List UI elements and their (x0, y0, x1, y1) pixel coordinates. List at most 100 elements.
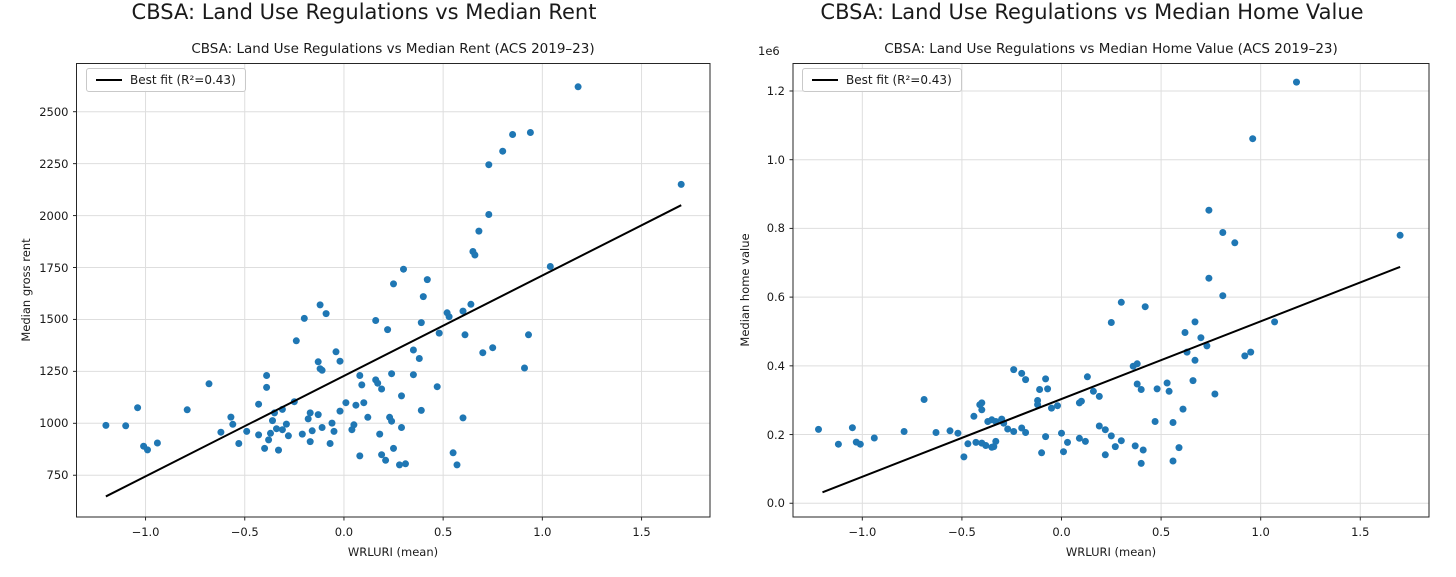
scatter-point (1004, 425, 1012, 433)
x-tick-label: 1.5 (1351, 525, 1370, 539)
scatter-point (972, 438, 980, 446)
scatter-point (376, 430, 384, 438)
scatter-point (388, 370, 396, 378)
x-tick-label: −0.5 (947, 525, 976, 539)
scatter-point (521, 364, 528, 372)
scatter-point (982, 442, 990, 449)
scatter-point (356, 452, 364, 460)
scatter-point (417, 406, 425, 414)
scatter-point (1042, 433, 1050, 441)
scatter-point (267, 429, 274, 437)
scatter-point (1083, 373, 1091, 381)
scatter-point (205, 380, 213, 388)
scatter-point (856, 440, 864, 448)
right-legend: Best fit (R²=0.43) (802, 68, 962, 92)
scatter-point (834, 440, 842, 448)
scatter-point (372, 317, 380, 324)
scatter-point (489, 344, 497, 352)
right-chart-title: CBSA: Land Use Regulations vs Median Hom… (884, 41, 1338, 57)
best-fit-line (105, 204, 682, 498)
scatter-point (306, 409, 314, 417)
scatter-point (1081, 437, 1089, 445)
scatter-point (467, 300, 475, 308)
scatter-point (1075, 434, 1083, 442)
scatter-point (1169, 419, 1177, 426)
scatter-point (1064, 438, 1071, 446)
scatter-point (153, 439, 161, 447)
scatter-point (815, 425, 822, 433)
y-tick-label: 1000 (39, 416, 69, 431)
scatter-point (275, 446, 282, 454)
right-legend-label: Best fit (R²=0.43) (846, 73, 952, 87)
scatter-point (1219, 292, 1227, 300)
scatter-point (134, 404, 142, 412)
scatter-point (316, 301, 324, 309)
y-tick-label: 1500 (39, 312, 69, 327)
scatter-point (946, 427, 954, 435)
x-tick-label: −1.0 (848, 525, 877, 539)
scatter-point (1211, 390, 1219, 398)
scatter-point (318, 366, 326, 374)
scatter-point (402, 460, 409, 468)
scatter-point (870, 434, 878, 442)
scatter-point (382, 456, 390, 464)
scatter-point (358, 381, 366, 389)
scatter-point (378, 451, 386, 459)
scatter-point (1137, 459, 1145, 467)
scatter-point (255, 400, 263, 408)
scatter-point (278, 426, 286, 434)
scatter-point (282, 420, 290, 428)
scatter-point (1107, 319, 1115, 326)
scatter-point (1036, 386, 1044, 393)
scatter-point (364, 413, 372, 421)
scatter-point (1153, 385, 1161, 393)
scatter-point (485, 161, 493, 169)
best-fit-line-swatch (812, 79, 838, 81)
scatter-point (1034, 401, 1042, 409)
left-chart-suptitle: CBSA: Land Use Regulations vs Median Ren… (131, 0, 597, 24)
scatter-point (485, 211, 493, 218)
plot-frame (76, 63, 711, 518)
scatter-point (314, 358, 322, 366)
scatter-point (350, 421, 358, 429)
scatter-point (1179, 405, 1187, 413)
scatter-point (328, 419, 336, 427)
scatter-point (314, 411, 322, 419)
right-x-axis-label: WRLURI (mean) (1065, 545, 1157, 559)
scatter-point (304, 415, 312, 423)
scatter-point (1165, 387, 1173, 395)
x-tick-label: −0.5 (230, 525, 259, 539)
scatter-point (352, 401, 360, 409)
scatter-point (1089, 387, 1097, 395)
scatter-point (1022, 376, 1030, 384)
scatter-point (1181, 329, 1189, 336)
scatter-point (1189, 377, 1197, 385)
scatter-point (1111, 443, 1119, 451)
scatter-point (1247, 348, 1255, 356)
y-tick-label: 2500 (39, 104, 69, 119)
scatter-point (183, 406, 191, 414)
scatter-point (261, 444, 269, 452)
scatter-point (1133, 380, 1141, 388)
scatter-point (1169, 457, 1177, 465)
scatter-point (284, 432, 292, 440)
scatter-point (574, 83, 582, 91)
scatter-point (322, 310, 330, 318)
x-tick-label: 0.0 (334, 525, 354, 539)
scatter-point (423, 276, 431, 284)
scatter-point (217, 428, 225, 436)
scatter-point (243, 427, 251, 435)
scatter-point (1133, 360, 1141, 368)
scatter-point (1231, 239, 1239, 247)
scatter-point (1175, 444, 1183, 452)
scatter-point (144, 446, 151, 454)
scatter-point (459, 307, 467, 315)
scatter-point (1038, 449, 1046, 457)
scatter-point (332, 348, 340, 356)
scatter-point (1077, 397, 1085, 405)
y-tick-label: 0.8 (766, 221, 785, 236)
best-fit-line-swatch (96, 79, 122, 81)
scatter-point (433, 383, 441, 391)
left-x-axis-label: WRLURI (mean) (347, 545, 439, 559)
